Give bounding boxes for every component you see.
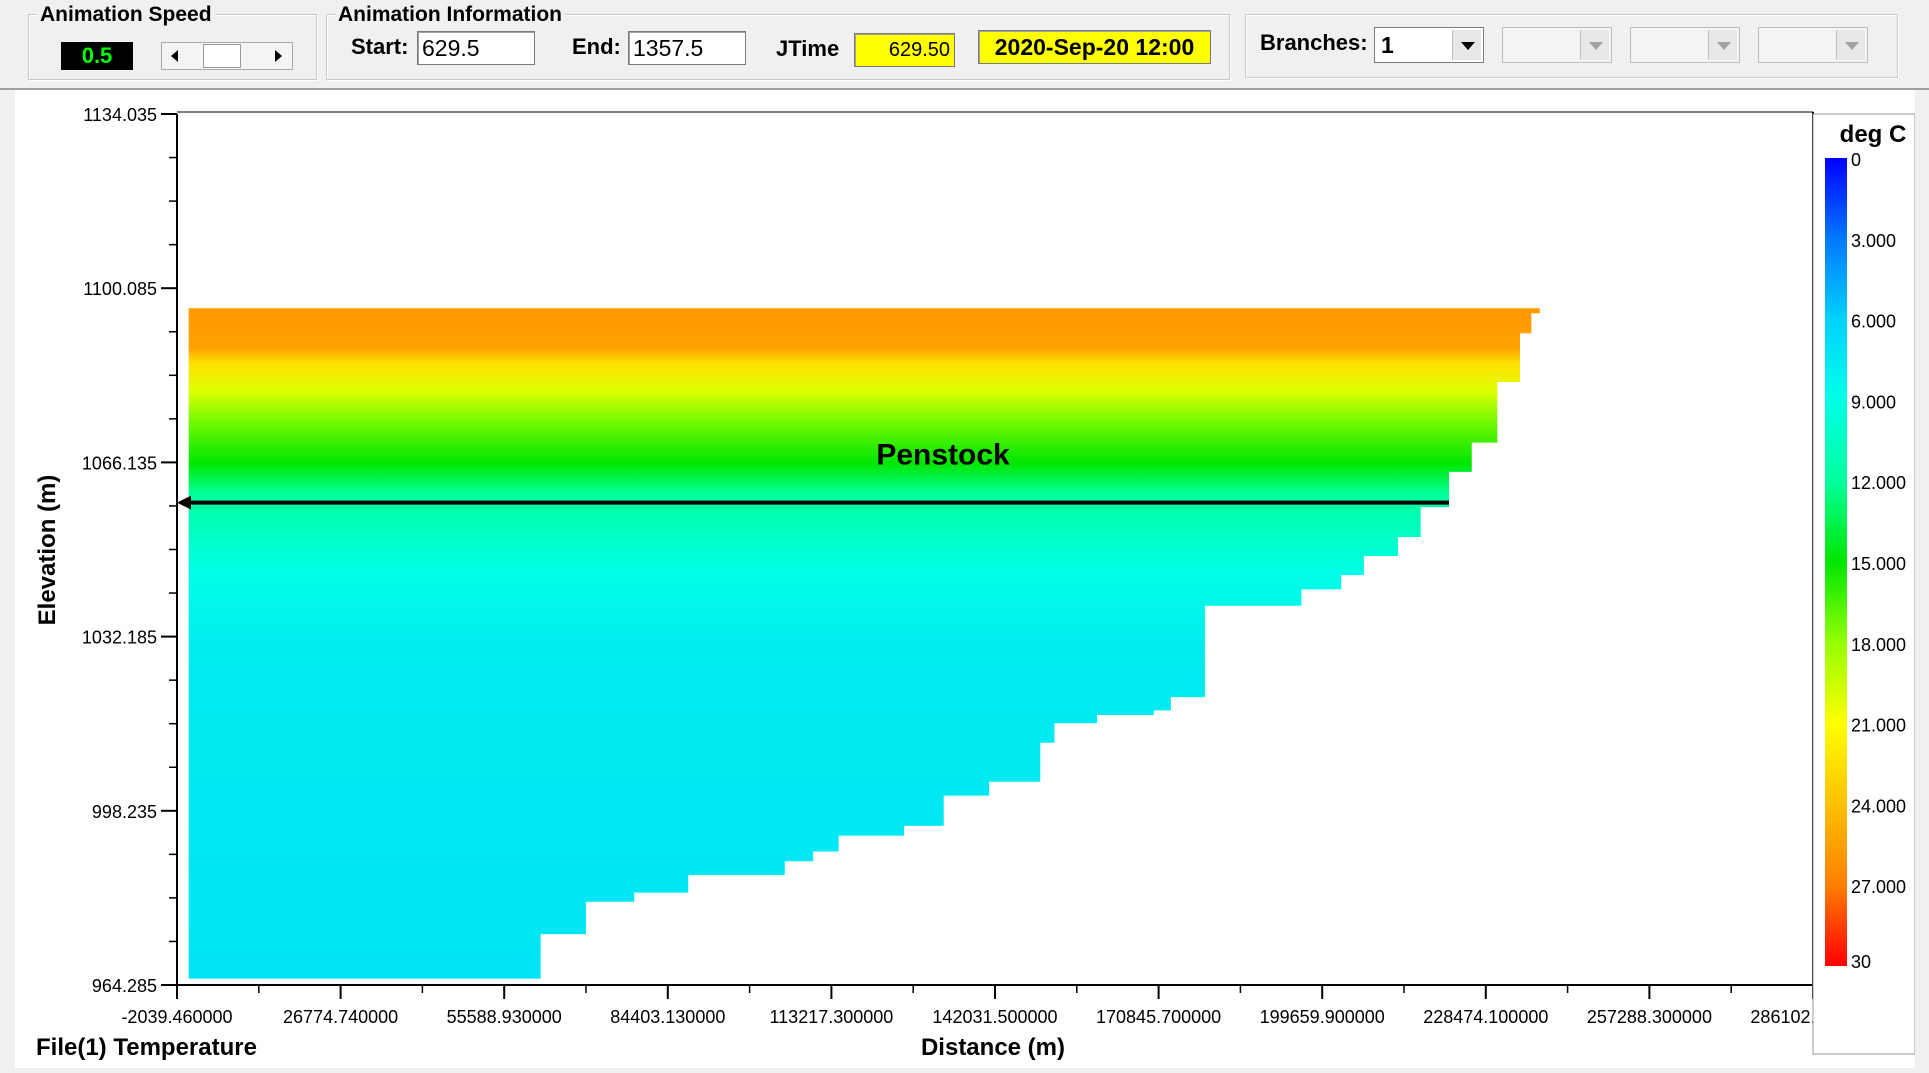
arrow-left-icon [171, 50, 178, 62]
x-tick-label: 199659.900000 [1260, 1007, 1385, 1027]
chevron-down-icon[interactable] [1452, 30, 1481, 60]
y-tick-label: 1066.135 [82, 453, 157, 473]
branch-select-3[interactable] [1630, 27, 1740, 63]
colorbar-tick-label: 9.000 [1851, 392, 1896, 412]
x-tick-label: 55588.930000 [447, 1007, 562, 1027]
x-tick-label: 113217.300000 [770, 1007, 894, 1027]
animation-speed-group: Animation Speed 0.5 [28, 4, 317, 80]
y-tick-label: 1100.085 [83, 279, 157, 299]
temperature-chart: 1134.035 1100.085 1066.135 1032.185 998.235 9… [34, 105, 1916, 1061]
end-label: End: [572, 34, 621, 59]
branch-select-4[interactable] [1758, 27, 1868, 63]
start-input[interactable]: 629.5 [417, 31, 535, 65]
scroll-right-button[interactable] [264, 43, 292, 69]
branches-label: Branches: [1260, 30, 1368, 55]
branch-select-1[interactable]: 1 [1374, 27, 1484, 63]
animation-speed-value: 0.5 [61, 42, 133, 70]
toolbar-divider [0, 88, 1929, 90]
colorbar-tick-label: 15.000 [1851, 554, 1906, 574]
penstock-arrowhead [177, 495, 191, 510]
colorbar-tick-label: 6.000 [1851, 312, 1896, 332]
colorbar-gradient [1825, 158, 1847, 966]
chevron-down-icon[interactable] [1708, 30, 1737, 60]
end-input[interactable]: 1357.5 [628, 31, 746, 65]
colorbar-tick-label: 12.000 [1851, 473, 1906, 493]
colorbar-tick-label: 27.000 [1851, 877, 1906, 897]
x-tick-label: -2039.460000 [121, 1007, 232, 1027]
y-tick-label: 998.235 [92, 802, 157, 822]
colorbar-tick-label: 21.000 [1851, 716, 1906, 736]
colorbar-tick-label: 30 [1851, 952, 1871, 972]
jtime-label: JTime [776, 36, 840, 61]
x-tick-label: 142031.500000 [932, 1007, 1057, 1027]
chevron-down-icon[interactable] [1836, 30, 1865, 60]
y-tick-label: 1134.035 [83, 105, 157, 125]
x-tick-label: 170845.700000 [1096, 1007, 1221, 1027]
scroll-thumb[interactable] [203, 44, 241, 68]
chevron-down-icon[interactable] [1580, 30, 1609, 60]
animation-speed-scrollbar[interactable] [161, 42, 293, 70]
colorbar-unit-label: deg C [1840, 121, 1907, 148]
branches-group: Branches: 1 [1245, 14, 1898, 78]
y-tick-label: 1032.185 [82, 628, 157, 648]
branch-select-2[interactable] [1502, 27, 1612, 63]
start-label: Start: [351, 34, 409, 59]
animation-info-group: Animation Information Start: 629.5 End: … [326, 4, 1230, 80]
y-axis-label: Elevation (m) [34, 475, 61, 626]
x-tick-label: 26774.740000 [283, 1007, 398, 1027]
scroll-left-button[interactable] [162, 43, 190, 69]
y-tick-label: 964.285 [92, 976, 157, 996]
x-axis-label: Distance (m) [921, 1034, 1065, 1061]
temperature-field [188, 308, 1540, 979]
colorbar-tick-label: 18.000 [1851, 635, 1906, 655]
x-tick-label: 228474.100000 [1423, 1007, 1548, 1027]
colorbar-tick-label: 3.000 [1851, 231, 1896, 251]
animation-speed-title: Animation Speed [37, 4, 215, 26]
chart-panel: 1134.035 1100.085 1066.135 1032.185 998.235 9… [15, 90, 1916, 1068]
arrow-right-icon [275, 50, 282, 62]
branch-select-1-value: 1 [1381, 32, 1394, 58]
jtime-value: 629.50 [854, 33, 955, 67]
penstock-label: Penstock [876, 439, 1010, 472]
x-tick-label: 257288.300000 [1587, 1007, 1712, 1027]
colorbar-tick-label: 0 [1851, 150, 1861, 170]
x-tick-label: 84403.130000 [610, 1007, 725, 1027]
animation-info-title: Animation Information [335, 4, 565, 26]
date-display: 2020-Sep-20 12:00 [978, 30, 1211, 64]
chart-title: File(1) Temperature [36, 1034, 257, 1061]
colorbar-tick-label: 24.000 [1851, 796, 1906, 816]
